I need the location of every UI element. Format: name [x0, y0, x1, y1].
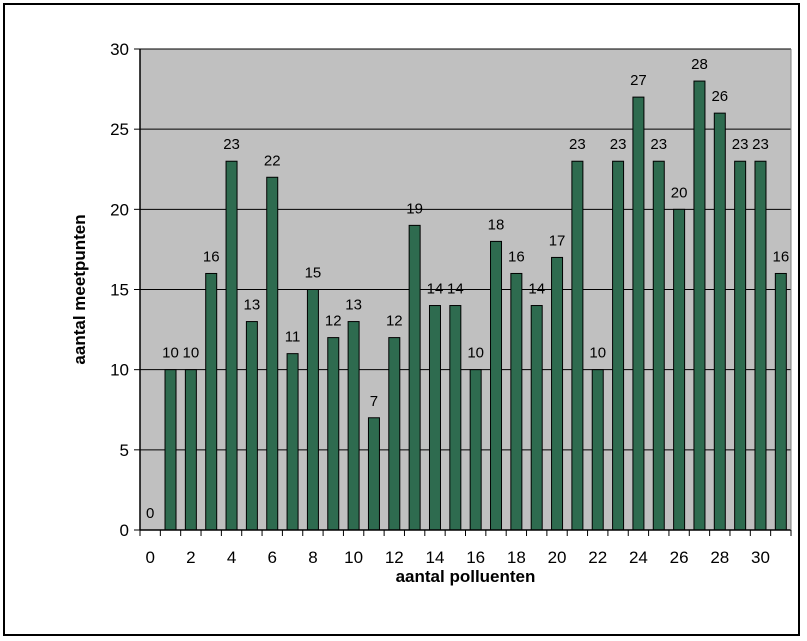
x-tick-label: 28	[710, 548, 729, 567]
axes	[134, 48, 792, 536]
y-tick-label: 0	[120, 521, 129, 540]
x-tick-labels: 0 2 4 6 8 10 12 14 16 18 20 22 24 26 28 30	[145, 548, 770, 567]
data-label: 28	[691, 56, 708, 73]
bar	[591, 369, 604, 531]
bars	[164, 80, 787, 531]
data-label: 23	[732, 136, 749, 153]
x-tick-label: 26	[670, 548, 689, 567]
bar	[713, 112, 726, 531]
bar	[205, 272, 218, 531]
y-tick-label: 10	[110, 361, 129, 380]
bar	[754, 160, 767, 531]
data-label: 7	[370, 393, 378, 410]
data-label: 18	[488, 216, 505, 233]
bar	[652, 160, 665, 531]
y-tick-label: 5	[120, 441, 129, 460]
x-tick-label: 24	[629, 548, 648, 567]
data-label: 23	[650, 136, 667, 153]
data-label: 14	[427, 281, 444, 298]
bar	[286, 353, 299, 531]
data-label: 10	[467, 345, 484, 362]
data-label: 14	[447, 281, 464, 298]
x-tick-label: 30	[751, 548, 770, 567]
bar	[306, 289, 319, 531]
data-label: 15	[305, 265, 322, 282]
data-label: 16	[508, 248, 525, 265]
bar	[266, 176, 279, 531]
bar	[612, 160, 625, 531]
data-label: 10	[183, 345, 200, 362]
bar	[632, 96, 645, 531]
bar	[408, 224, 421, 531]
bar	[774, 272, 787, 531]
y-axis-title: aantal meetpunten	[70, 214, 89, 364]
x-tick-label: 8	[308, 548, 317, 567]
data-label: 12	[386, 313, 403, 330]
x-tick-label: 16	[466, 548, 485, 567]
data-label: 16	[203, 248, 220, 265]
y-tick-label: 30	[110, 40, 129, 59]
bar	[245, 321, 258, 531]
bar	[184, 369, 197, 531]
data-label: 13	[345, 297, 362, 314]
bar	[571, 160, 584, 531]
x-tick-label: 4	[227, 548, 236, 567]
y-tick-label: 15	[110, 281, 129, 300]
x-tick-label: 6	[268, 548, 277, 567]
x-tick-label: 2	[186, 548, 195, 567]
x-tick-label: 14	[426, 548, 445, 567]
data-label: 23	[223, 136, 240, 153]
x-tick-label: 0	[145, 548, 154, 567]
bar	[327, 337, 340, 531]
data-label: 10	[162, 345, 179, 362]
data-label: 23	[752, 136, 769, 153]
x-tick-label: 22	[588, 548, 607, 567]
x-tick-label: 10	[344, 548, 363, 567]
bar	[734, 160, 747, 531]
data-label: 22	[264, 152, 281, 169]
bar	[673, 208, 686, 531]
x-tick-label: 18	[507, 548, 526, 567]
chart-frame: 0 10 10 16 23 13 22 11 15 12 13 7 12 19 14 14 10 18 16 14 17…	[3, 3, 800, 636]
bar	[347, 321, 360, 531]
data-label: 17	[549, 232, 566, 249]
data-label: 16	[772, 248, 789, 265]
data-label: 23	[569, 136, 586, 153]
bar	[164, 369, 177, 531]
bar	[428, 305, 441, 531]
bar	[490, 240, 503, 531]
bar	[693, 80, 706, 531]
data-label: 0	[146, 505, 154, 522]
bar	[449, 305, 462, 531]
bar	[551, 256, 564, 531]
data-label: 23	[610, 136, 627, 153]
data-label: 12	[325, 313, 342, 330]
bar	[530, 305, 543, 531]
x-tick-label: 20	[548, 548, 567, 567]
data-label: 13	[244, 297, 261, 314]
bar	[469, 369, 482, 531]
data-label: 20	[671, 184, 688, 201]
data-label: 19	[406, 200, 423, 217]
y-tick-labels: 0 5 10 15 20 25 30	[110, 40, 129, 540]
data-label: 14	[528, 281, 545, 298]
data-label: 26	[711, 88, 728, 105]
data-label: 10	[589, 345, 606, 362]
y-tick-label: 25	[110, 120, 129, 139]
data-label: 11	[285, 329, 301, 346]
x-axis-title: aantal polluenten	[396, 567, 536, 586]
bar	[367, 417, 380, 531]
bar	[388, 337, 401, 531]
x-tick-label: 12	[385, 548, 404, 567]
bar	[510, 272, 523, 531]
bar	[225, 160, 238, 531]
data-label: 27	[630, 72, 647, 89]
y-tick-label: 20	[110, 200, 129, 219]
